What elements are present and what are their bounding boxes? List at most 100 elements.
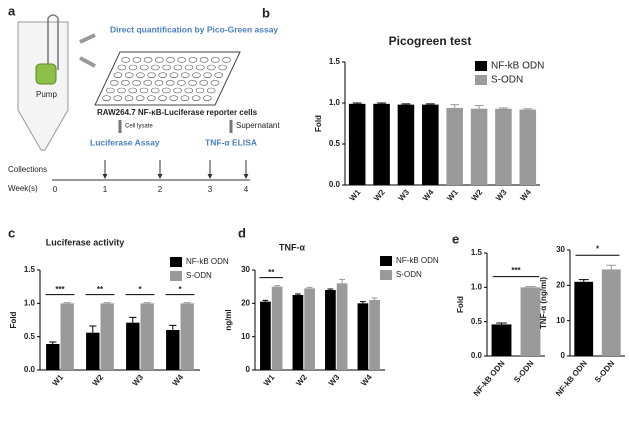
- well: [135, 95, 145, 101]
- significance-label: **: [97, 285, 104, 294]
- y-tick-label: 0.0: [24, 365, 36, 374]
- step-arrows: [118, 120, 233, 133]
- error-bar: [274, 285, 281, 287]
- error-bar: [606, 264, 617, 270]
- error-bar: [63, 302, 71, 304]
- legend-label: NF-kB ODN: [186, 257, 229, 266]
- y-tick-label: 10: [241, 332, 250, 341]
- bar: [491, 324, 512, 356]
- well: [188, 80, 197, 86]
- error-bar: [523, 108, 533, 110]
- charts: b c d e Picogreen test Fold 0.0 0.5 1.0 1.5 W1…: [8, 5, 625, 398]
- bar: [140, 303, 154, 370]
- week-label: 3: [208, 185, 213, 194]
- bar: [271, 286, 283, 370]
- legend-label: S-ODN: [396, 270, 422, 279]
- bar: [422, 104, 439, 185]
- y-axis-label: TNF-α (ng/ml): [539, 277, 548, 329]
- error-bar: [129, 316, 137, 323]
- error-bar: [359, 301, 366, 304]
- y-tick-label: 10: [556, 316, 565, 325]
- bar: [520, 287, 541, 356]
- week-ticks: 0 1 2 3 4: [53, 160, 249, 194]
- bar: [166, 330, 180, 370]
- arrow-head: [102, 174, 108, 179]
- pump-icon: [35, 63, 57, 85]
- significance-label: ***: [511, 266, 521, 275]
- y-tick-label: 30: [556, 245, 565, 254]
- x-tick-label: W1: [445, 187, 460, 202]
- legend-swatch: [170, 271, 182, 281]
- y-tick-label: 30: [241, 265, 250, 274]
- well: [139, 64, 149, 71]
- week-label: 2: [158, 185, 163, 194]
- error-bar: [578, 279, 589, 282]
- significance-label: *: [596, 244, 600, 253]
- legend-label: NF-kB ODN: [491, 61, 544, 72]
- bar: [46, 344, 60, 370]
- legend-swatch: [475, 75, 487, 85]
- bar: [495, 108, 512, 185]
- well: [169, 95, 179, 101]
- well: [184, 87, 194, 94]
- arrow-head: [207, 174, 213, 179]
- y-tick-label: 1.0: [471, 282, 483, 291]
- well: [121, 57, 130, 63]
- legend-swatch: [380, 256, 392, 266]
- legend-swatch: [170, 257, 182, 267]
- panel-label: c: [8, 225, 15, 240]
- bar: [470, 108, 488, 185]
- well: [154, 80, 164, 86]
- error-bar: [262, 299, 269, 302]
- chart-title: Picogreen test: [389, 34, 472, 48]
- well: [124, 95, 134, 101]
- wells: [102, 57, 231, 101]
- bar: [292, 295, 304, 370]
- well: [150, 87, 160, 94]
- legend-swatch: [475, 61, 487, 71]
- arrow-head: [157, 174, 163, 179]
- well: [113, 95, 123, 101]
- significance-label: *: [138, 285, 142, 294]
- x-tick-label: W1: [262, 372, 277, 387]
- well: [192, 72, 201, 78]
- bar: [180, 303, 194, 370]
- legend-label: S-ODN: [186, 271, 212, 280]
- chart-title: TNF-α: [279, 242, 305, 252]
- well: [218, 64, 227, 71]
- x-tick-label: NF-kB ODN: [554, 359, 589, 398]
- error-bar: [352, 102, 362, 104]
- bar: [519, 109, 537, 185]
- y-tick-label: 1.5: [24, 265, 36, 274]
- significance-label: ***: [55, 285, 65, 294]
- x-tick-label: W2: [372, 187, 387, 202]
- error-bar: [474, 104, 484, 109]
- well: [143, 57, 153, 63]
- well: [139, 87, 149, 94]
- step-label: Cell lysate: [125, 124, 153, 130]
- y-tick-label: 0: [246, 365, 251, 374]
- error-bar: [49, 341, 57, 344]
- y-tick-label: 20: [241, 298, 250, 307]
- x-tick-label: W1: [348, 187, 363, 202]
- well: [166, 57, 175, 63]
- x-tick-label: W4: [518, 187, 533, 202]
- bar: [369, 300, 380, 370]
- significance-label: **: [268, 268, 275, 277]
- well: [151, 64, 160, 71]
- well: [117, 87, 126, 94]
- collections-label: Collections: [8, 165, 47, 174]
- error-bar: [183, 302, 191, 304]
- well: [210, 57, 220, 63]
- y-tick-label: 20: [556, 280, 565, 289]
- well: [132, 80, 141, 86]
- chart-title: Luciferase activity: [46, 237, 125, 247]
- x-tick-label: W4: [421, 187, 436, 202]
- y-tick-label: 1.0: [24, 298, 36, 307]
- week-label: 1: [103, 185, 108, 194]
- x-tick-label: W2: [470, 187, 485, 202]
- y-axis-label: Fold: [456, 296, 465, 313]
- error-bar: [89, 325, 97, 333]
- well: [191, 95, 201, 101]
- well: [188, 57, 198, 63]
